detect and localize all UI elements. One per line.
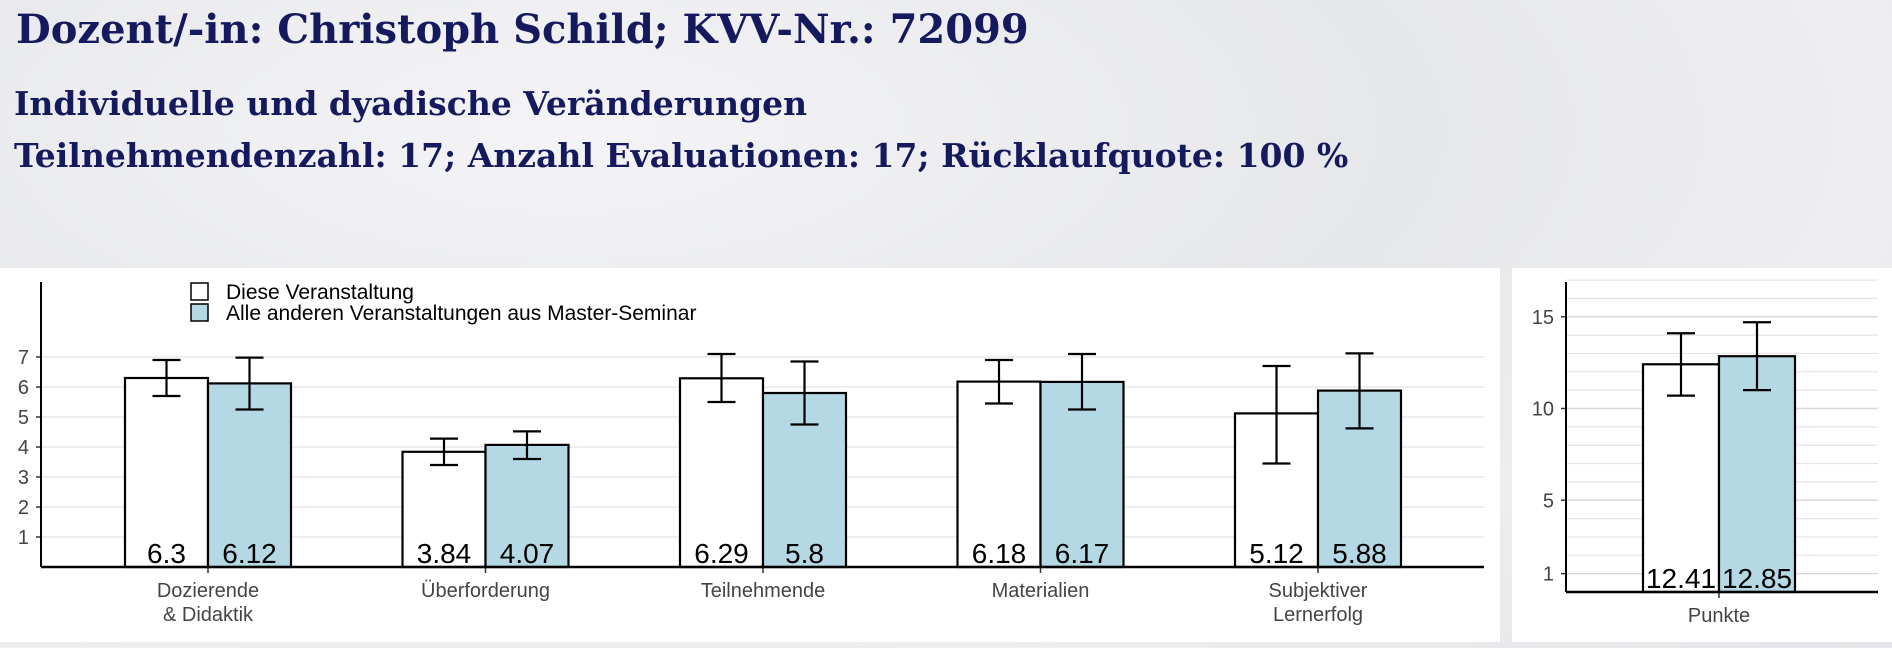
y-tick-label: 10 <box>1532 399 1554 421</box>
bar-value-label: 6.3 <box>147 538 186 569</box>
legend-swatch-other-courses <box>190 303 209 322</box>
bar <box>206 382 293 569</box>
bar-value-label: 12.41 <box>1646 563 1716 594</box>
x-tick-label: Subjektiver Lernerfolg <box>1269 580 1368 626</box>
legend-swatch-this-course <box>190 282 209 301</box>
bar-value-label: 5.8 <box>785 538 824 569</box>
y-tick-label: 1 <box>18 527 29 549</box>
bar-value-label: 6.18 <box>972 538 1027 569</box>
bar-value-label: 6.17 <box>1055 538 1110 569</box>
bar <box>678 377 765 569</box>
bar-value-label: 12.85 <box>1722 563 1792 594</box>
x-tick-label: Überforderung <box>421 580 550 602</box>
bar-value-label: 5.12 <box>1249 538 1304 569</box>
bar-value-label: 4.07 <box>500 538 555 569</box>
y-tick-label: 15 <box>1532 307 1554 329</box>
x-tick-label: Dozierende & Didaktik <box>157 580 259 626</box>
bar-value-label: 5.88 <box>1332 538 1387 569</box>
points-chart-panel: 1 5 10 15 12.41 12.85 Punkte <box>1512 268 1892 642</box>
y-tick-label: 5 <box>18 407 29 429</box>
response-stats: Teilnehmendenzahl: 17; Anzahl Evaluation… <box>14 136 1349 175</box>
y-tick-label: 3 <box>18 467 29 489</box>
y-tick-label: 7 <box>18 347 29 369</box>
bar-value-label: 6.29 <box>694 538 749 569</box>
y-tick-label: 5 <box>1543 490 1554 512</box>
main-chart-panel: Diese Veranstaltung Alle anderen Veranst… <box>0 268 1500 642</box>
y-tick-label: 1 <box>1543 564 1554 586</box>
y-tick-label: 6 <box>18 377 29 399</box>
bar-value-label: 6.12 <box>222 538 277 569</box>
x-tick-label: Teilnehmende <box>701 580 826 602</box>
page-title: Dozent/-in: Christoph Schild; KVV-Nr.: 7… <box>16 6 1029 53</box>
legend-label-this-course: Diese Veranstaltung <box>226 281 414 304</box>
legend-label-other-courses: Alle anderen Veranstaltungen aus Master-… <box>226 302 696 325</box>
x-tick-label: Punkte <box>1688 605 1750 627</box>
y-tick-label: 4 <box>18 437 29 459</box>
y-tick-label: 2 <box>18 497 29 519</box>
main-bar-chart: Diese Veranstaltung Alle anderen Veranst… <box>18 281 1484 626</box>
x-tick-label: Materialien <box>992 580 1090 602</box>
bar <box>1641 363 1721 594</box>
bar-value-label: 3.84 <box>417 538 472 569</box>
chart-legend: Diese Veranstaltung Alle anderen Veranst… <box>190 281 696 325</box>
bar <box>1717 355 1797 594</box>
page-subtitle: Individuelle und dyadische Veränderungen <box>14 84 808 123</box>
